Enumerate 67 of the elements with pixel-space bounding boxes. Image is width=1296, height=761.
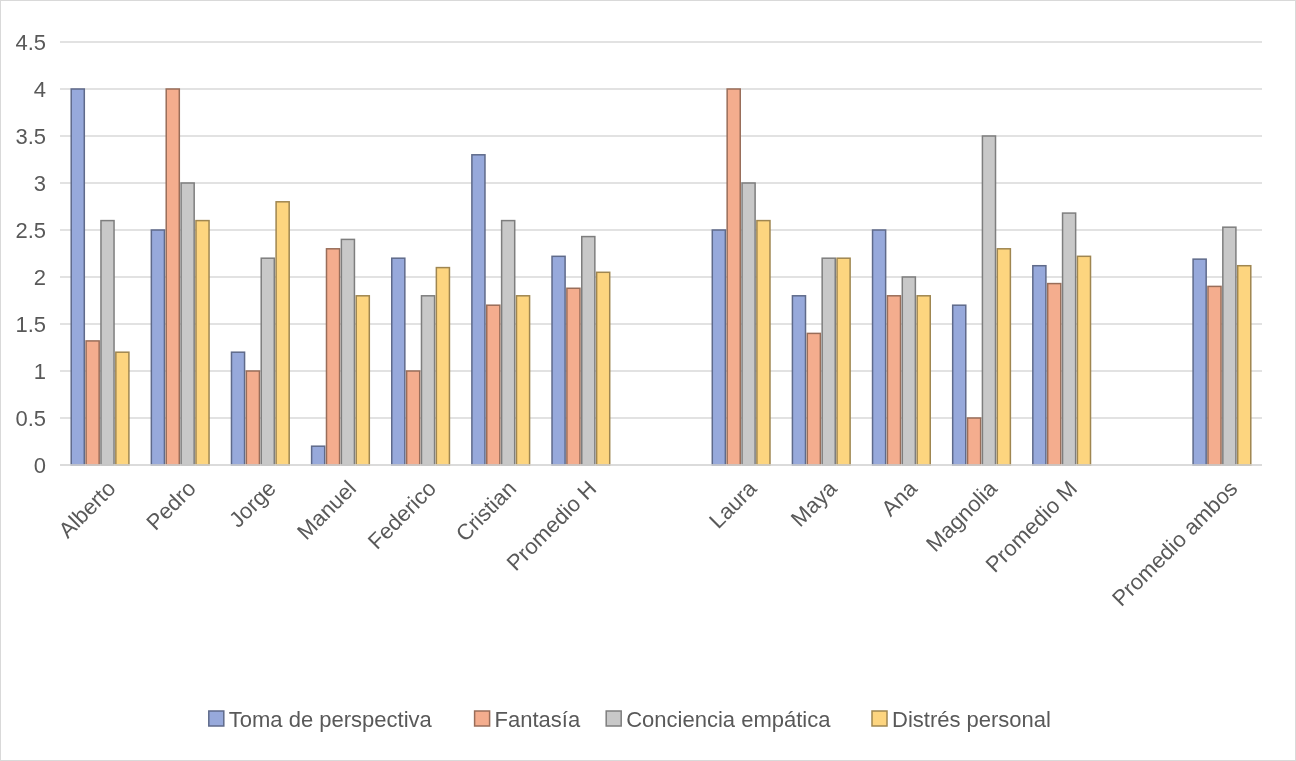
legend-label: Distrés personal: [892, 706, 1051, 732]
bar: [500, 219, 516, 466]
bar: [115, 351, 130, 466]
y-tick-label: 3.5: [15, 123, 46, 149]
bar: [85, 340, 100, 466]
bar: [996, 248, 1012, 466]
bar: [260, 257, 276, 466]
bar: [1207, 285, 1222, 466]
bar: [435, 266, 451, 466]
bar: [355, 295, 371, 466]
bar: [836, 257, 851, 466]
y-tick-label: 2.5: [15, 217, 46, 243]
bar: [180, 182, 195, 466]
y-tick-label: 4: [33, 76, 46, 102]
bar: [310, 445, 326, 466]
bar: [1192, 258, 1207, 466]
bar: [150, 229, 166, 466]
bar: [821, 257, 836, 466]
x-tick-label: Ana: [876, 475, 923, 522]
bar: [275, 201, 290, 466]
y-tick-label: 1.5: [15, 311, 46, 337]
bar: [581, 235, 596, 466]
bar: [471, 154, 486, 466]
bar: [1061, 212, 1077, 466]
bar: [195, 219, 210, 466]
y-tick-label: 0: [33, 452, 46, 478]
bar: [966, 417, 982, 466]
bar: [70, 88, 86, 466]
bar: [566, 287, 581, 466]
bar: [391, 257, 406, 466]
bar: [340, 238, 356, 466]
bar: [791, 295, 807, 466]
bar: [486, 304, 501, 466]
bar: [1236, 264, 1252, 466]
y-tick-label: 0.5: [15, 405, 46, 431]
bar: [1076, 255, 1092, 466]
bar: [551, 255, 566, 466]
legend-label: Conciencia empática: [626, 706, 832, 732]
bar: [515, 295, 531, 466]
bar: [981, 135, 997, 466]
bar: [756, 219, 771, 466]
bar: [901, 276, 917, 466]
bar: [245, 370, 261, 466]
bar: [1046, 282, 1062, 466]
bar: [325, 248, 341, 466]
bar: [230, 351, 246, 466]
bar: [806, 332, 822, 466]
y-tick-label: 1: [33, 358, 46, 384]
bar: [726, 88, 741, 466]
bar: [711, 229, 727, 466]
bar: [951, 304, 967, 466]
bar: [405, 370, 421, 466]
legend-label: Toma de perspectiva: [228, 706, 433, 732]
bar: [420, 295, 436, 466]
bar: [165, 88, 181, 466]
bar: [595, 271, 611, 466]
bar: [886, 295, 902, 466]
bar: [1222, 226, 1237, 466]
bar: [916, 295, 931, 466]
bar: [741, 182, 756, 466]
bar: [100, 219, 115, 466]
y-tick-label: 2: [33, 264, 46, 290]
legend-label: Fantasía: [494, 706, 581, 732]
y-tick-label: 4.5: [15, 29, 46, 55]
bar: [871, 229, 887, 466]
bar: [1032, 264, 1047, 466]
y-tick-label: 3: [33, 170, 46, 196]
